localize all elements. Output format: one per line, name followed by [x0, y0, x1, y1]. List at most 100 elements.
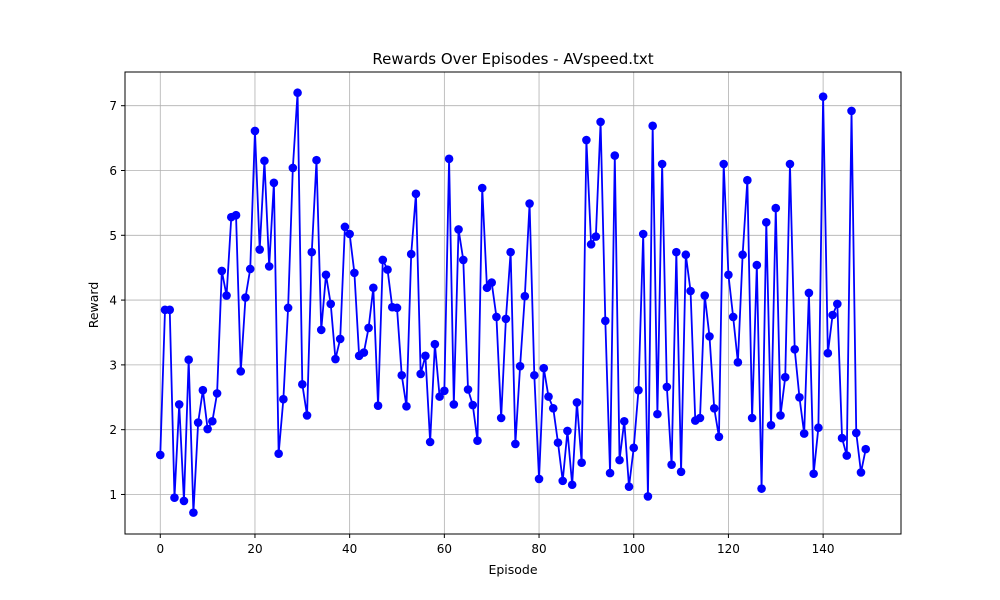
data-point	[662, 382, 672, 392]
data-point	[402, 402, 411, 411]
data-point	[724, 270, 733, 280]
data-point	[203, 424, 212, 434]
x-tick-label: 60	[437, 542, 452, 556]
data-point	[653, 409, 662, 419]
data-point	[738, 250, 747, 260]
data-point	[440, 386, 449, 396]
plot-frame	[124, 71, 902, 535]
data-point	[326, 299, 336, 309]
data-point	[709, 403, 719, 413]
data-point	[449, 400, 459, 409]
x-tick-label: 20	[247, 542, 262, 556]
data-point	[307, 247, 317, 257]
data-point	[818, 92, 828, 101]
data-point	[743, 175, 752, 185]
data-point	[837, 433, 847, 443]
data-point	[345, 229, 354, 239]
x-tick-label: 140	[812, 542, 835, 556]
y-tick-label: 2	[109, 423, 117, 437]
data-point	[458, 255, 468, 265]
data-point	[558, 476, 568, 486]
data-point	[492, 312, 501, 322]
data-point	[506, 247, 515, 257]
data-point	[605, 468, 615, 478]
data-point	[525, 199, 534, 208]
data-point	[577, 458, 586, 468]
data-point	[643, 492, 653, 501]
data-point	[548, 403, 558, 413]
data-point	[331, 354, 340, 364]
data-point	[762, 218, 771, 227]
data-point	[179, 496, 189, 506]
data-point	[383, 265, 392, 274]
data-point	[231, 210, 241, 220]
data-point	[619, 416, 629, 426]
data-point	[288, 163, 298, 173]
data-point	[217, 266, 227, 276]
data-point	[814, 423, 823, 433]
data-point	[279, 394, 288, 404]
data-point	[170, 493, 179, 503]
data-point	[766, 420, 776, 430]
data-point	[189, 508, 198, 517]
data-point	[539, 363, 549, 373]
data-point	[809, 469, 818, 479]
data-point	[473, 436, 482, 445]
data-point	[298, 380, 307, 389]
data-point	[700, 291, 710, 300]
data-point	[534, 474, 544, 484]
y-tick-label: 6	[109, 164, 117, 178]
data-point	[601, 316, 610, 326]
y-axis-title: Reward	[86, 282, 101, 329]
data-point	[350, 268, 359, 278]
series-layer	[155, 88, 871, 517]
data-point	[771, 203, 781, 213]
data-point	[582, 135, 591, 145]
y-tick-label: 5	[109, 229, 117, 243]
data-point	[828, 310, 837, 320]
data-point	[392, 303, 402, 313]
data-point	[672, 247, 681, 257]
data-point	[274, 449, 283, 458]
data-point	[823, 348, 833, 358]
data-point	[406, 249, 416, 259]
data-point	[851, 428, 861, 438]
data-point	[795, 392, 804, 402]
data-point	[515, 361, 525, 371]
data-point	[629, 443, 639, 453]
data-point	[165, 305, 175, 315]
x-tick-label: 100	[622, 542, 645, 556]
data-point	[283, 303, 293, 313]
data-point	[198, 385, 208, 395]
data-point	[799, 429, 809, 438]
data-point	[638, 229, 648, 239]
data-point	[316, 325, 326, 335]
x-tick-label: 80	[531, 542, 546, 556]
data-point	[184, 355, 193, 365]
data-point	[686, 286, 695, 296]
data-point	[444, 154, 454, 164]
x-tick-label: 120	[717, 542, 740, 556]
y-axis-ticks: 1 2 3 4 5 6 7	[109, 99, 125, 502]
chart-title: Rewards Over Episodes - AVspeed.txt	[372, 50, 653, 68]
data-point	[155, 450, 165, 460]
data-point	[586, 240, 596, 249]
data-point	[842, 451, 852, 460]
data-point	[260, 156, 269, 166]
data-point	[293, 88, 302, 98]
data-point	[733, 357, 743, 367]
data-point	[335, 334, 345, 344]
data-point	[615, 455, 624, 465]
data-point	[255, 245, 264, 254]
y-tick-label: 3	[109, 358, 117, 372]
data-point	[302, 411, 312, 420]
data-point	[454, 225, 463, 234]
data-point	[340, 222, 350, 232]
data-point	[520, 291, 530, 301]
data-point	[719, 159, 728, 169]
data-point	[496, 413, 506, 423]
data-point	[373, 401, 383, 411]
data-point	[861, 444, 871, 454]
data-point	[714, 432, 724, 442]
